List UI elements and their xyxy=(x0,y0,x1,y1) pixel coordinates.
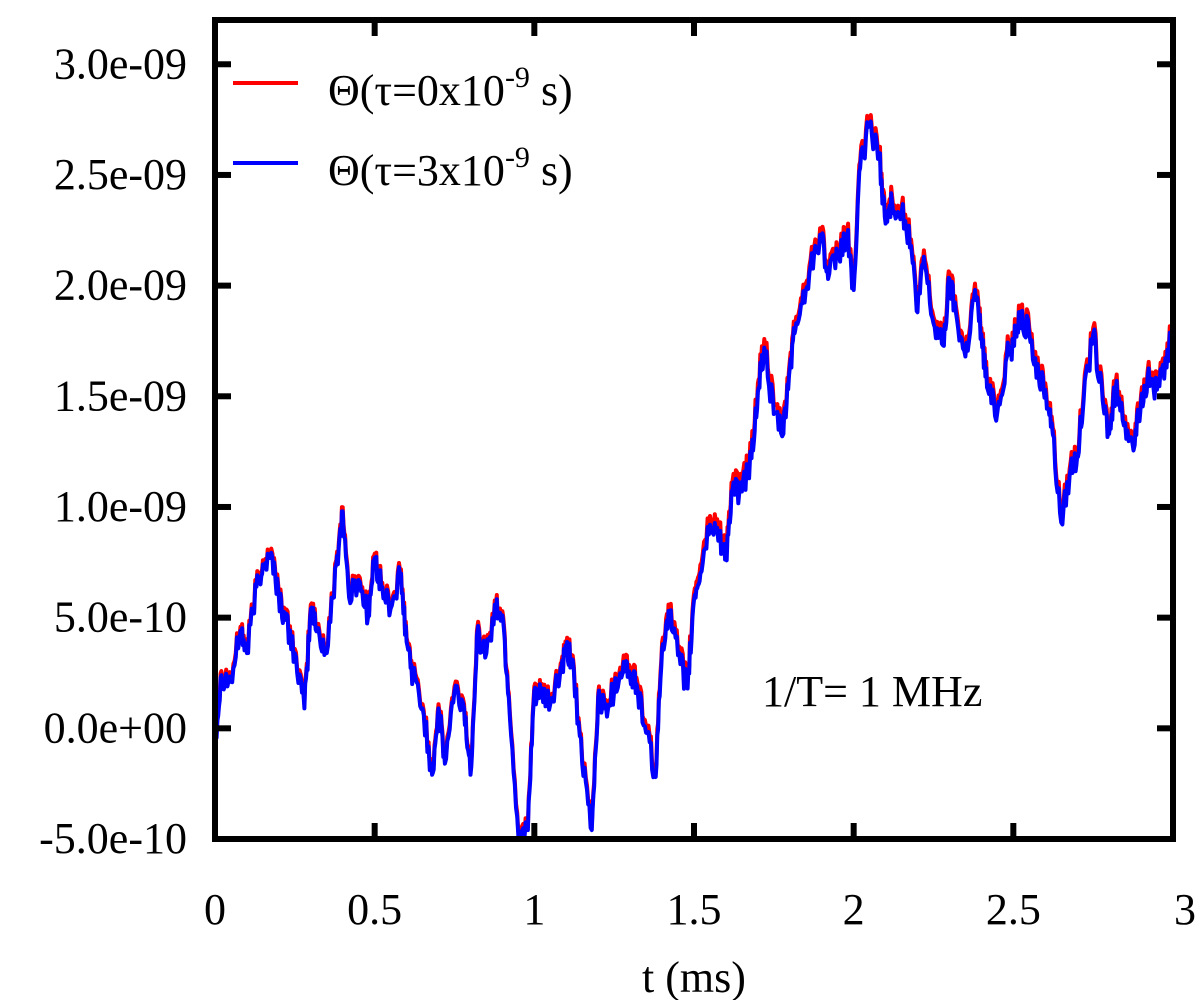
legend-label-0: Θ(τ=0x10-9 s) xyxy=(328,61,573,115)
legend-label-1-prefix: Θ(τ=3x10 xyxy=(328,146,505,195)
x-axis-title: t (ms) xyxy=(642,953,746,1000)
legend-item-1: Θ(τ=3x10-9 s) xyxy=(233,141,573,195)
x-tick-label-3: 1.5 xyxy=(667,885,722,934)
y-tick-labels: -5.0e-10 0.0e+00 5.0e-10 1.0e-09 1.5e-09 2.0e… xyxy=(39,39,187,863)
frequency-annotation: 1/T= 1 MHz xyxy=(762,667,982,716)
y-tick-label-3: 1.0e-09 xyxy=(54,482,187,531)
x-tick-label-0: 0 xyxy=(204,885,226,934)
plot-lines xyxy=(213,113,1175,841)
legend-label-0-suffix: s) xyxy=(530,66,573,115)
x-tick-labels: 0 0.5 1 1.5 2 2.5 3 xyxy=(204,885,1196,934)
x-tick-label-5: 2.5 xyxy=(986,885,1041,934)
y-tick-label-5: 2.0e-09 xyxy=(54,261,187,310)
legend: Θ(τ=0x10-9 s) Θ(τ=3x10-9 s) xyxy=(233,61,573,195)
legend-label-0-sup: -9 xyxy=(505,61,530,94)
plot-frame xyxy=(212,17,1176,842)
y-tick-label-2: 5.0e-10 xyxy=(54,593,187,642)
legend-item-0: Θ(τ=0x10-9 s) xyxy=(233,61,573,115)
legend-label-1-suffix: s) xyxy=(530,146,573,195)
x-tick-label-2: 1 xyxy=(523,885,545,934)
legend-label-0-prefix: Θ(τ=0x10 xyxy=(328,66,505,115)
series-line-0 xyxy=(213,113,1175,839)
y-tick-label-7: 3.0e-09 xyxy=(54,39,187,88)
x-tick-label-4: 2 xyxy=(843,885,865,934)
legend-label-1: Θ(τ=3x10-9 s) xyxy=(328,141,573,195)
axis-ticks xyxy=(212,20,1176,842)
x-tick-label-6: 3 xyxy=(1174,885,1196,934)
y-tick-label-6: 2.5e-09 xyxy=(54,150,187,199)
legend-label-1-sup: -9 xyxy=(505,141,530,174)
y-tick-label-1: 0.0e+00 xyxy=(44,703,187,752)
y-tick-label-4: 1.5e-09 xyxy=(54,371,187,420)
y-tick-label-0: -5.0e-10 xyxy=(39,814,187,863)
x-tick-label-1: 0.5 xyxy=(347,885,402,934)
series-line-1 xyxy=(213,119,1175,841)
